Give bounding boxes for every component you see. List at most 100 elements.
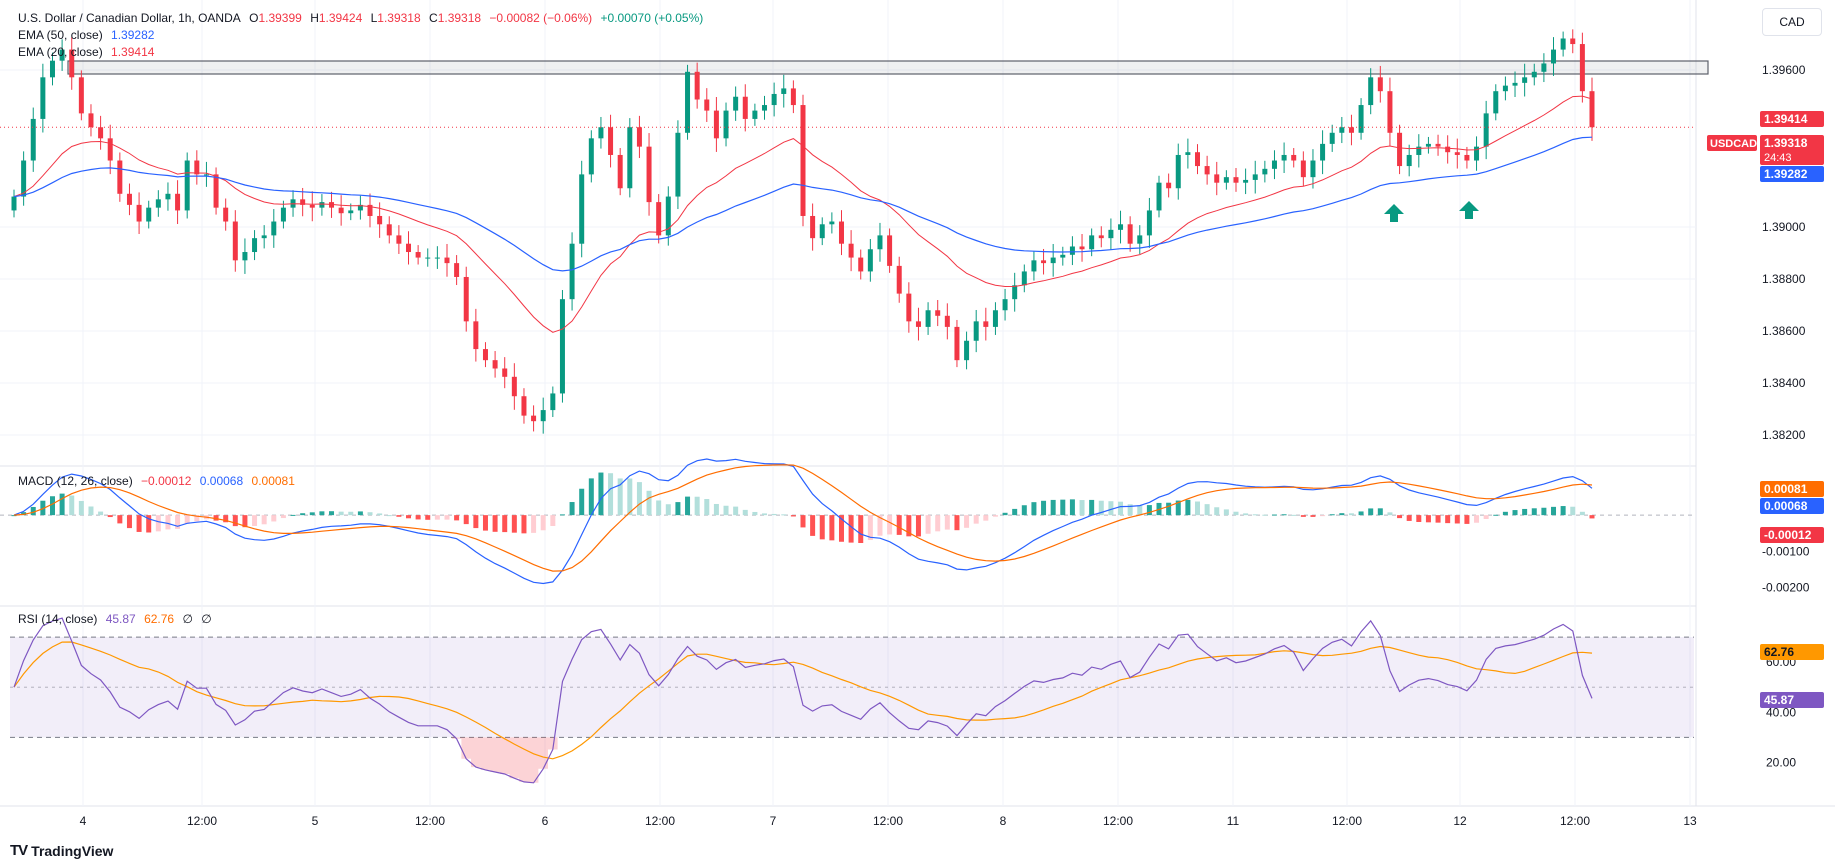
time-tick-label: 11 xyxy=(1227,814,1240,828)
macd-hist-bar xyxy=(1339,513,1345,516)
candle-body xyxy=(1233,177,1239,183)
candle-body xyxy=(1089,235,1095,250)
candle xyxy=(877,222,883,262)
candle-body xyxy=(1502,85,1508,92)
currency-button[interactable]: CAD xyxy=(1762,8,1822,36)
time-tick-label: 12:00 xyxy=(1332,814,1362,828)
candle-body xyxy=(964,340,970,361)
macd-hist-bar xyxy=(1041,500,1047,516)
candle-body xyxy=(155,199,161,208)
time-tick-label: 12:00 xyxy=(1560,814,1590,828)
candle xyxy=(1531,63,1537,86)
candle xyxy=(925,302,931,335)
macd-hist-bar xyxy=(319,511,325,516)
macd-line-tag-bg xyxy=(1760,498,1824,514)
candle xyxy=(800,94,806,227)
ema50-price-tag: 1.39282 xyxy=(1760,166,1824,182)
candle-body xyxy=(1185,152,1191,155)
rsi-legend: RSI (14, close) 45.87 62.76 ∅ ∅ xyxy=(18,611,217,628)
candle-body xyxy=(627,127,633,189)
candle xyxy=(1445,135,1451,164)
macd-hist-bar xyxy=(550,515,556,526)
candle-body xyxy=(194,160,200,175)
candle xyxy=(1579,32,1585,103)
candle-body xyxy=(1041,260,1047,264)
macd-hist-bar xyxy=(1271,514,1277,516)
macd-hist-bar xyxy=(78,500,84,516)
candle xyxy=(1454,138,1460,169)
candle xyxy=(1464,146,1470,169)
macd-hist-bar xyxy=(463,515,469,525)
candle xyxy=(88,104,94,137)
candle-body xyxy=(906,293,912,322)
macd-hist-bar xyxy=(1377,508,1383,516)
tradingview-logo-icon: TV xyxy=(10,842,28,859)
candle xyxy=(810,203,816,251)
candle xyxy=(1387,77,1393,147)
price-tick-label: 1.38200 xyxy=(1762,428,1806,442)
candle xyxy=(1397,124,1403,175)
candle-body xyxy=(723,110,729,139)
ema20-line xyxy=(13,95,1593,333)
candle xyxy=(1425,136,1431,154)
tradingview-logo[interactable]: TV TradingView xyxy=(10,842,113,859)
time-tick-label: 12:00 xyxy=(415,814,445,828)
time-tick-label: 4 xyxy=(80,814,87,828)
candle xyxy=(463,266,469,332)
candle-body xyxy=(1464,154,1470,161)
candle xyxy=(1502,76,1508,101)
candle xyxy=(482,342,488,368)
macd-hist-bar xyxy=(1137,505,1143,516)
macd-hist-bar xyxy=(1551,506,1557,516)
macd-hist-bar xyxy=(858,515,864,544)
macd-hist-bar xyxy=(271,515,277,522)
candle-body xyxy=(954,326,960,361)
candle xyxy=(550,386,556,418)
macd-legend: MACD (12, 26, close) −0.00012 0.00068 0.… xyxy=(18,473,300,490)
macd-signal-tag-text: 0.00081 xyxy=(1764,482,1808,496)
time-tick-label: 12:00 xyxy=(187,814,217,828)
candle xyxy=(396,225,402,254)
candle-body xyxy=(1195,152,1200,167)
rsi-ma-value: 62.76 xyxy=(144,612,175,626)
candle-body xyxy=(40,77,46,119)
candle-body xyxy=(887,235,893,266)
candle xyxy=(617,148,623,196)
macd-hist-bar xyxy=(290,514,296,516)
candle-body xyxy=(11,196,17,211)
macd-hist-bar xyxy=(1320,515,1326,517)
macd-hist-bar xyxy=(964,515,970,528)
rsi-tick-label: 20.00 xyxy=(1766,755,1796,769)
candle-body xyxy=(261,235,267,239)
candle-body xyxy=(1358,105,1364,133)
candle-body xyxy=(771,93,777,106)
macd-hist-bar xyxy=(1522,508,1528,516)
candle xyxy=(184,152,190,219)
macd-hist-bar xyxy=(1425,515,1431,523)
candle xyxy=(1069,236,1075,266)
macd-hist-bar xyxy=(1195,501,1200,516)
candle xyxy=(1204,155,1210,185)
candle-body xyxy=(232,221,238,261)
candle xyxy=(406,231,411,265)
macd-signal-value: 0.00081 xyxy=(251,474,295,488)
rsi-tag-text: 45.87 xyxy=(1764,693,1794,707)
macd-hist-bar xyxy=(925,515,931,534)
macd-line-tag-text: 0.00068 xyxy=(1764,499,1808,513)
macd-hist-bar xyxy=(40,500,46,516)
candle xyxy=(906,282,912,333)
candle xyxy=(357,195,363,220)
macd-hist-bar xyxy=(1185,499,1191,516)
candle xyxy=(656,194,662,244)
candle-body xyxy=(386,224,392,236)
macd-hist-bar xyxy=(1474,515,1480,523)
macd-hist-bar xyxy=(762,513,768,516)
ema20-price-tag-bg xyxy=(1760,111,1824,127)
macd-hist-bar xyxy=(646,490,652,516)
open-label: O xyxy=(249,11,259,25)
macd-hist-bar xyxy=(1589,515,1595,519)
rsi-value: 45.87 xyxy=(105,612,136,626)
candle xyxy=(713,97,719,152)
macd-hist-bar xyxy=(771,513,777,516)
